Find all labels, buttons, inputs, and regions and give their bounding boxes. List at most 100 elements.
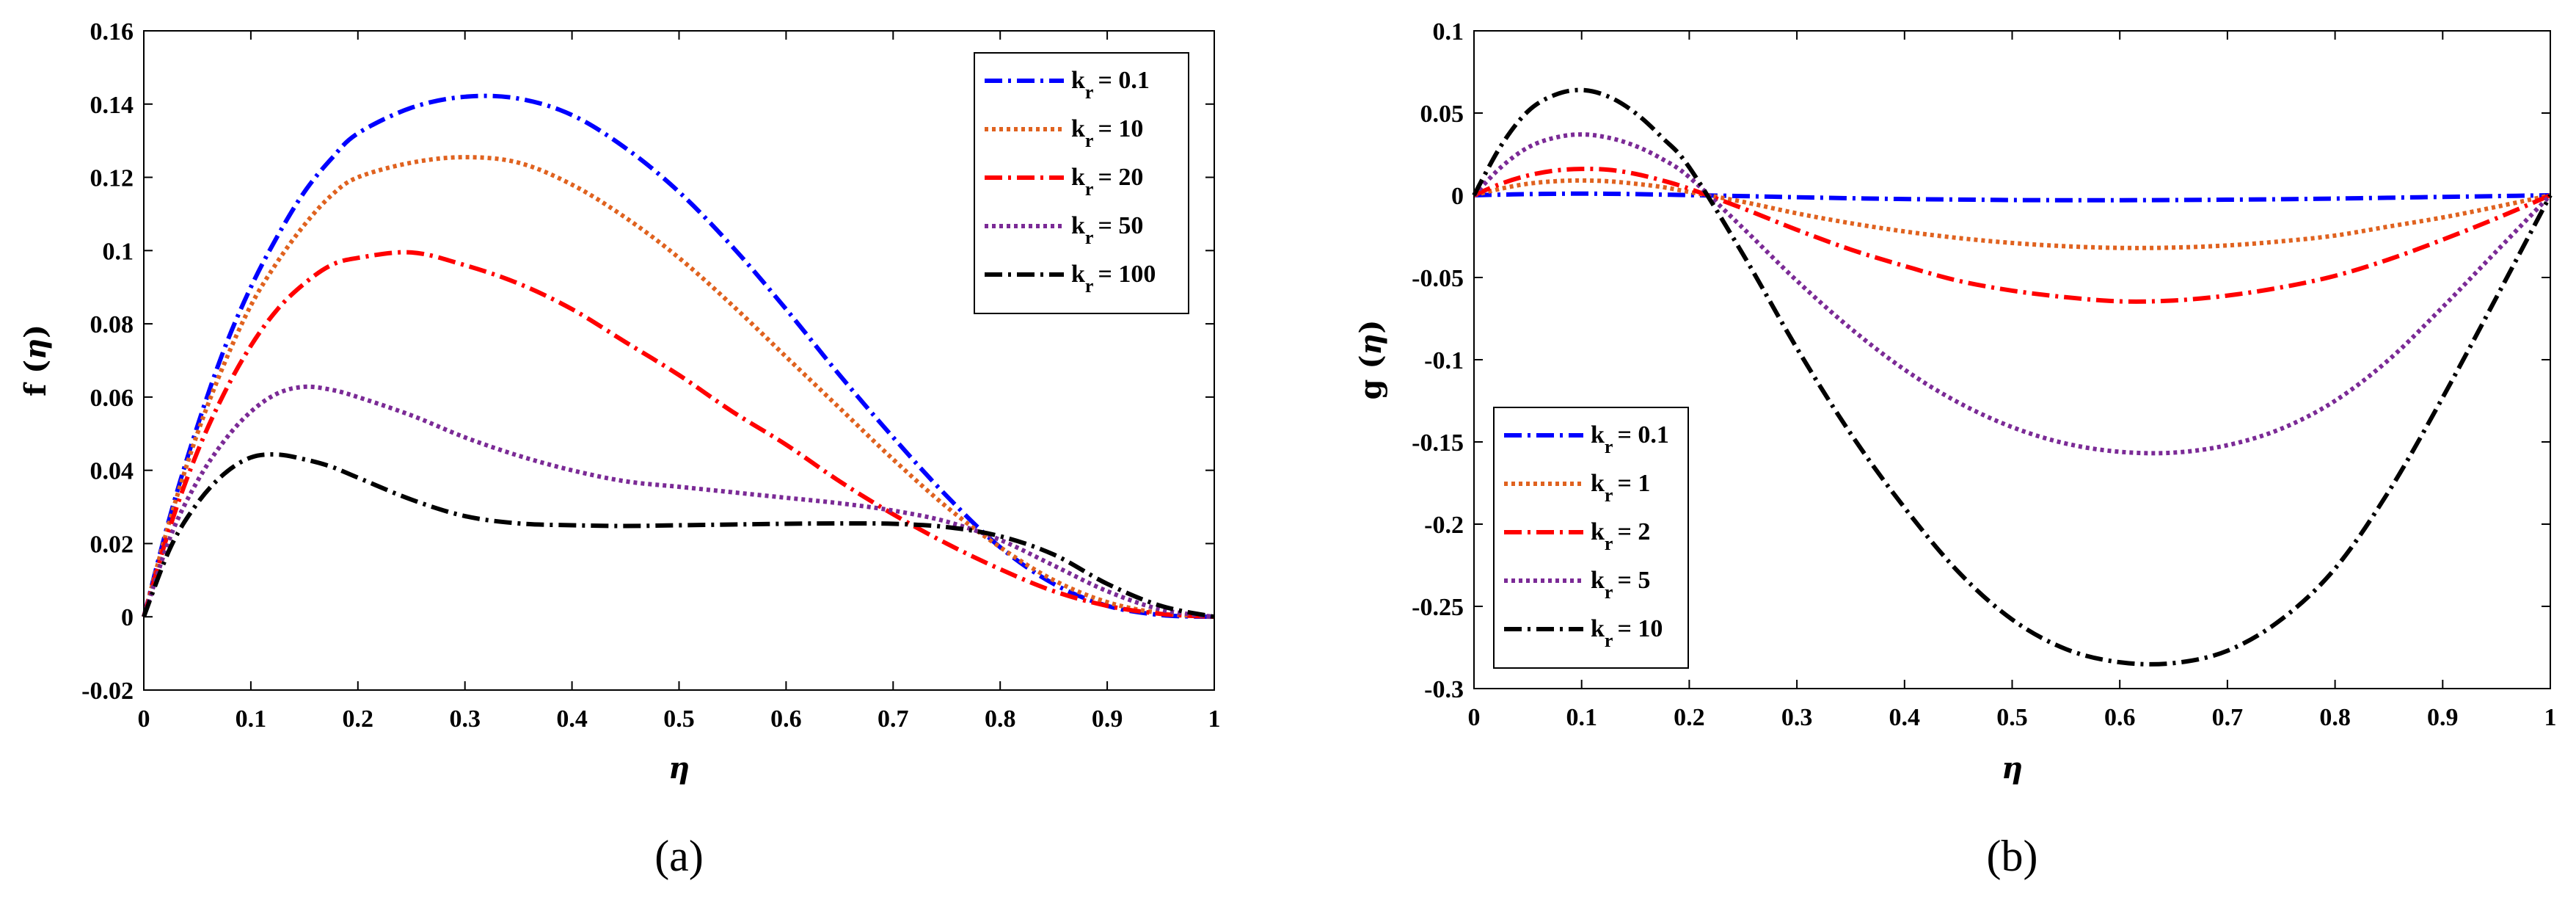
y-tick-label: 0.14 <box>90 92 134 119</box>
legend-symbol: k <box>1591 470 1605 497</box>
legend-entry-3: kr = 20 <box>1071 164 1143 200</box>
x-tick-label: 1 <box>1208 705 1221 733</box>
legend-subscript: r <box>1605 485 1613 506</box>
legend-subscript: r <box>1085 227 1094 248</box>
y-tick-label: -0.25 <box>1412 594 1464 621</box>
x-tick-label: 0.9 <box>1092 705 1123 733</box>
legend-box <box>1493 407 1689 669</box>
legend-symbol: k <box>1071 212 1085 239</box>
y-tick-label: 0.1 <box>1433 18 1464 46</box>
legend-symbol: k <box>1591 567 1605 594</box>
series-line-3 <box>142 250 1215 620</box>
y-tick-label: -0.15 <box>1412 429 1464 457</box>
x-tick-label: 0.5 <box>1996 704 2028 731</box>
legend-value: = 50 <box>1098 212 1143 239</box>
legend-value: = 0.1 <box>1617 421 1668 449</box>
legend-symbol: k <box>1071 67 1085 94</box>
legend-value: = 0.1 <box>1098 67 1149 94</box>
legend-subscript: r <box>1085 130 1094 151</box>
panel-a-ylabel-var: η <box>18 338 53 360</box>
legend-value: = 1 <box>1617 470 1650 497</box>
panel-a-ylabel-main: f ( <box>18 360 53 396</box>
legend-symbol: k <box>1071 115 1085 142</box>
panel-a-ylabel-close: ) <box>18 324 53 338</box>
legend-entry-1: kr = 0.1 <box>1071 67 1150 103</box>
y-tick-label: -0.2 <box>1424 512 1464 539</box>
series-line-5 <box>1472 87 2553 667</box>
y-tick-label: -0.05 <box>1412 265 1464 292</box>
series-line-4 <box>1472 132 2553 456</box>
x-tick-label: 0.1 <box>1566 704 1597 731</box>
series-line-3 <box>1473 167 2552 304</box>
legend-entry-5: kr = 100 <box>1071 261 1156 297</box>
panel-b-ylabel-main: g ( <box>1354 355 1388 400</box>
series-line-4 <box>142 384 1215 620</box>
legend-symbol: k <box>1591 615 1605 642</box>
x-tick-label: 0.3 <box>449 705 481 733</box>
panel-b-ylabel-var: η <box>1354 334 1388 355</box>
y-tick-label: 0.04 <box>90 458 134 485</box>
x-tick-label: 0.7 <box>2212 704 2244 731</box>
x-tick-label: 0.2 <box>1674 704 1705 731</box>
x-tick-label: 0 <box>138 705 150 733</box>
y-tick-label: 0.02 <box>90 531 134 558</box>
legend-subscript: r <box>1085 178 1094 200</box>
panel-b-xlabel: η <box>2002 751 2023 785</box>
series-line-1 <box>1473 191 2551 203</box>
y-tick-label: 0.16 <box>90 18 134 46</box>
legend-box <box>974 52 1189 314</box>
x-tick-label: 0.7 <box>877 705 909 733</box>
chart-panel-b: 0 0.1 0.2 0.3 0.4 0.5 0.6 0.7 0.8 0.9 1 -0.3 -0.25 -0… <box>1354 18 2557 880</box>
y-tick-label: -0.1 <box>1424 347 1464 374</box>
x-tick-label: 0.2 <box>343 705 374 733</box>
panel-b-axes-box <box>1473 30 2551 689</box>
legend-entry-2: kr = 1 <box>1591 470 1650 506</box>
legend-value: = 2 <box>1617 518 1650 545</box>
y-tick-label: 0.12 <box>90 165 134 192</box>
x-tick-label: 0.8 <box>2319 704 2351 731</box>
panel-b-series <box>1472 87 2553 667</box>
legend-symbol: k <box>1071 261 1085 288</box>
panel-b-ylabel-close: ) <box>1354 320 1388 334</box>
legend-symbol: k <box>1071 164 1085 191</box>
legend-entry-2: kr = 10 <box>1071 115 1143 151</box>
x-tick-label: 0.6 <box>2104 704 2136 731</box>
legend-value: = 5 <box>1617 567 1650 594</box>
y-tick-label: -0.02 <box>81 678 134 705</box>
legend-value: = 10 <box>1098 115 1143 142</box>
x-tick-label: 0.4 <box>1889 704 1921 731</box>
legend-entry-3: kr = 2 <box>1591 518 1650 554</box>
legend-entry-1: kr = 0.1 <box>1591 421 1669 457</box>
panel-a-series <box>142 93 1215 620</box>
x-tick-label: 0 <box>1468 704 1481 731</box>
legend-subscript: r <box>1605 436 1613 457</box>
x-tick-label: 0.1 <box>236 705 267 733</box>
panel-a-xlabel: η <box>668 751 690 785</box>
legend-entry-4: kr = 5 <box>1591 567 1650 603</box>
legend-value: = 10 <box>1617 615 1663 642</box>
x-tick-label: 0.3 <box>1781 704 1813 731</box>
legend-entry-4: kr = 50 <box>1071 212 1143 248</box>
legend-subscript: r <box>1605 581 1613 603</box>
panel-b-ticks: 0 0.1 0.2 0.3 0.4 0.5 0.6 0.7 0.8 0.9 1 -0.3 -0.25 -0… <box>1412 18 2556 731</box>
legend-value: = 20 <box>1098 164 1143 191</box>
y-tick-label: 0.06 <box>90 385 134 412</box>
y-tick-label: 0 <box>1451 183 1464 210</box>
legend-subscript: r <box>1605 630 1613 651</box>
chart-panel-a: 0 0.1 0.2 0.3 0.4 0.5 0.6 0.7 0.8 0.9 1-0.0200.020… <box>18 18 1221 880</box>
panel-b-ylabel: g (η) <box>1354 320 1388 400</box>
y-tick-label: 0.1 <box>103 238 134 265</box>
panel-a-label: (a) <box>654 832 704 880</box>
y-tick-label: 0.05 <box>1420 101 1464 128</box>
legend-symbol: k <box>1591 518 1605 545</box>
legend-value: = 100 <box>1098 261 1156 288</box>
x-tick-label: 0.6 <box>770 705 802 733</box>
legend-entry-5: kr = 10 <box>1591 615 1663 651</box>
panel-a-ylabel: f (η) <box>18 324 53 396</box>
x-tick-label: 0.8 <box>985 705 1016 733</box>
panel-b-legend: kr = 0.1kr = 1kr = 2kr = 5kr = 10 <box>1493 407 1689 669</box>
x-tick-label: 0.9 <box>2427 704 2459 731</box>
legend-subscript: r <box>1605 533 1613 554</box>
